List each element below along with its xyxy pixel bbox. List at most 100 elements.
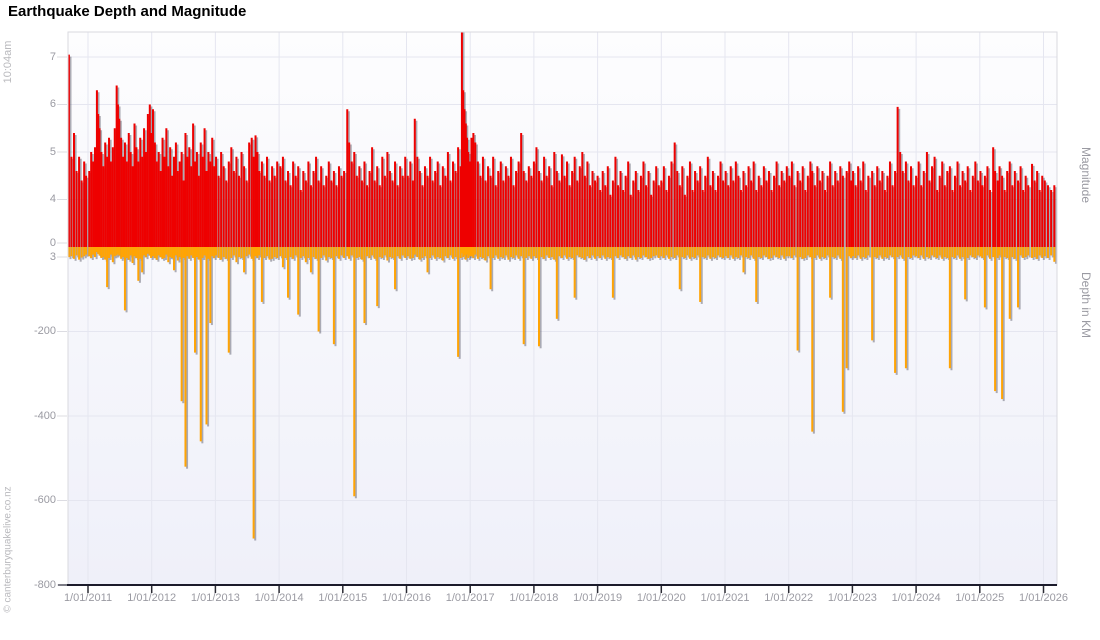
magnitude-bar xyxy=(755,190,758,247)
depth-bar-shadow xyxy=(207,249,210,427)
depth-bar xyxy=(1022,247,1025,258)
depth-bar xyxy=(227,247,230,353)
depth-bar xyxy=(714,247,717,258)
depth-bar xyxy=(739,247,742,256)
magnitude-bar xyxy=(829,161,832,247)
depth-bar-shadow xyxy=(1028,249,1031,258)
depth-bar xyxy=(864,247,867,258)
depth-bar xyxy=(881,247,884,259)
depth-bar xyxy=(793,247,796,256)
magnitude-bar xyxy=(371,147,374,247)
magnitude-bar xyxy=(499,161,502,247)
x-axis-tick-label: 1/01/2023 xyxy=(827,592,877,604)
depth-bar-shadow xyxy=(491,249,494,292)
magnitude-bar xyxy=(867,175,870,247)
magnitude-bar xyxy=(360,180,363,247)
depth-bar xyxy=(141,247,144,273)
magnitude-bar xyxy=(801,166,804,247)
depth-bar xyxy=(994,247,997,392)
depth-bar xyxy=(1008,247,1011,319)
depth-bar xyxy=(734,247,737,258)
magnitude-bar xyxy=(732,180,735,247)
depth-bar xyxy=(172,247,175,271)
depth-bar-shadow xyxy=(283,249,286,270)
depth-bar xyxy=(467,247,470,258)
depth-bar-shadow xyxy=(395,249,398,292)
depth-bar xyxy=(322,247,325,256)
depth-bar-shadow xyxy=(847,249,850,371)
magnitude-bar xyxy=(1011,185,1014,247)
depth-bar xyxy=(199,247,202,442)
depth-bar xyxy=(479,247,482,258)
depth-bar xyxy=(1001,247,1004,400)
depth-bar xyxy=(332,247,335,345)
magnitude-bar xyxy=(799,180,802,247)
magnitude-bar xyxy=(497,171,500,247)
depth-bar xyxy=(938,247,941,256)
magnitude-bar xyxy=(245,180,248,247)
magnitude-bar xyxy=(348,142,351,247)
depth-bar xyxy=(460,247,463,254)
magnitude-bar xyxy=(624,175,627,247)
depth-bar xyxy=(1041,247,1044,258)
depth-bar xyxy=(824,247,827,258)
depth-bar-shadow xyxy=(146,249,149,260)
magnitude-bar xyxy=(573,156,576,247)
magnitude-bar xyxy=(337,166,340,247)
depth-bar-shadow xyxy=(201,249,204,444)
magnitude-bar xyxy=(463,109,466,247)
magnitude-bar xyxy=(729,166,732,247)
depth-bar-shadow xyxy=(575,249,578,300)
magnitude-bar xyxy=(665,190,668,247)
depth-bar xyxy=(527,247,530,257)
magnitude-bar xyxy=(248,142,251,247)
magnitude-bar xyxy=(355,175,358,247)
depth-bar xyxy=(683,247,686,258)
magnitude-bar xyxy=(928,180,931,247)
depth-bar xyxy=(622,247,625,258)
depth-bar xyxy=(678,247,681,290)
depth-bar xyxy=(207,247,210,259)
depth-bar xyxy=(667,247,670,259)
depth-bar xyxy=(878,247,881,256)
magnitude-bar xyxy=(83,161,86,247)
magnitude-bar xyxy=(102,166,105,247)
y-axis-tick-label: 0 xyxy=(49,236,56,249)
depth-bar xyxy=(901,247,904,259)
depth-bar xyxy=(133,247,136,257)
magnitude-bar xyxy=(68,54,70,247)
magnitude-bar xyxy=(917,161,920,247)
depth-bar-shadow xyxy=(298,249,301,317)
depth-bar xyxy=(243,247,246,273)
magnitude-bar xyxy=(88,171,91,247)
magnitude-bar xyxy=(558,180,561,247)
magnitude-bar xyxy=(80,180,83,247)
magnitude-bar xyxy=(1019,166,1022,247)
depth-bar xyxy=(1031,247,1034,258)
depth-bar xyxy=(775,247,778,258)
depth-bar xyxy=(346,247,349,257)
x-axis-tick-label: 1/01/2017 xyxy=(445,592,495,604)
magnitude-bar xyxy=(211,137,214,247)
depth-bar xyxy=(956,247,959,256)
magnitude-bar xyxy=(566,161,569,247)
depth-bar xyxy=(583,247,586,260)
depth-bar xyxy=(745,247,748,258)
magnitude-bar xyxy=(553,152,556,247)
magnitude-bar xyxy=(742,171,745,247)
magnitude-bar xyxy=(571,171,574,247)
magnitude-bar xyxy=(125,161,128,247)
depth-bar xyxy=(760,247,763,258)
depth-bar xyxy=(912,247,915,256)
magnitude-bar xyxy=(845,171,848,247)
depth-bar xyxy=(83,247,86,257)
magnitude-bar xyxy=(883,190,886,247)
magnitude-bar xyxy=(416,156,419,247)
magnitude-bar xyxy=(343,171,346,247)
depth-bar xyxy=(381,247,384,258)
depth-bar xyxy=(279,247,282,257)
depth-bar xyxy=(366,247,369,257)
depth-bar xyxy=(831,247,834,258)
magnitude-bar xyxy=(335,185,338,247)
